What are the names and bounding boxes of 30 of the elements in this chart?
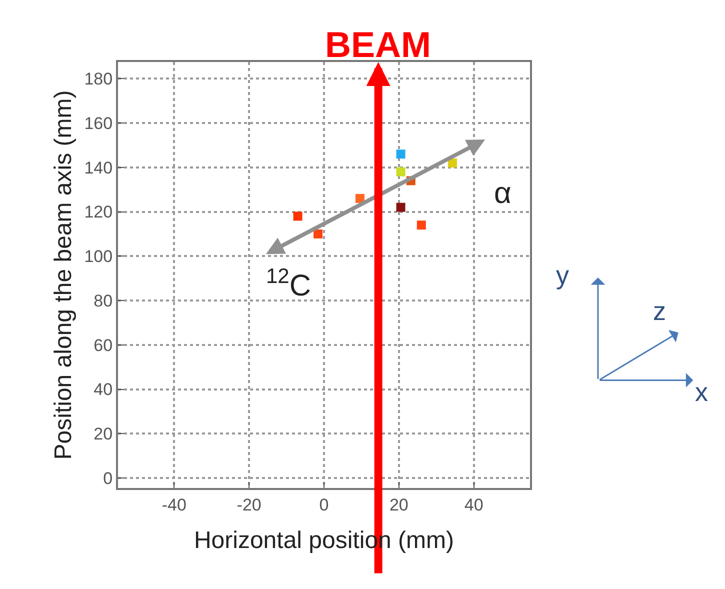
text: z (653, 296, 666, 326)
point (396, 167, 406, 176)
y-tick-label: 160 (84, 114, 113, 133)
x-tick-label: -40 (162, 495, 186, 514)
y-tick-label: 0 (103, 468, 113, 488)
point (396, 150, 406, 159)
annotation: $^{12}$C (266, 265, 312, 303)
y-tick-label: 80 (94, 291, 113, 310)
point (314, 229, 323, 238)
annotation: α (494, 177, 512, 210)
y-tick-label: 20 (94, 424, 113, 444)
y-tick-label: 180 (84, 70, 113, 89)
point (396, 202, 406, 212)
point (448, 158, 457, 168)
y-tick-label: 60 (94, 336, 113, 355)
point (355, 194, 364, 203)
y-tick-label: 140 (84, 158, 113, 178)
text: x (695, 377, 708, 407)
x-tick-label: -20 (236, 495, 262, 514)
y-tick-label: 120 (84, 202, 113, 222)
text: y (556, 260, 569, 290)
ref-line-label: BEAM (325, 24, 431, 65)
x-tick-label: 20 (389, 495, 408, 514)
x-tick-label: 40 (464, 495, 484, 514)
y-tick-label: 100 (84, 247, 113, 266)
y-axis-title: Position along the beam axis (mm) (50, 90, 77, 460)
x-tick-label: 0 (319, 495, 329, 514)
point (293, 212, 302, 221)
point (416, 220, 426, 230)
y-tick-label: 40 (94, 380, 113, 400)
